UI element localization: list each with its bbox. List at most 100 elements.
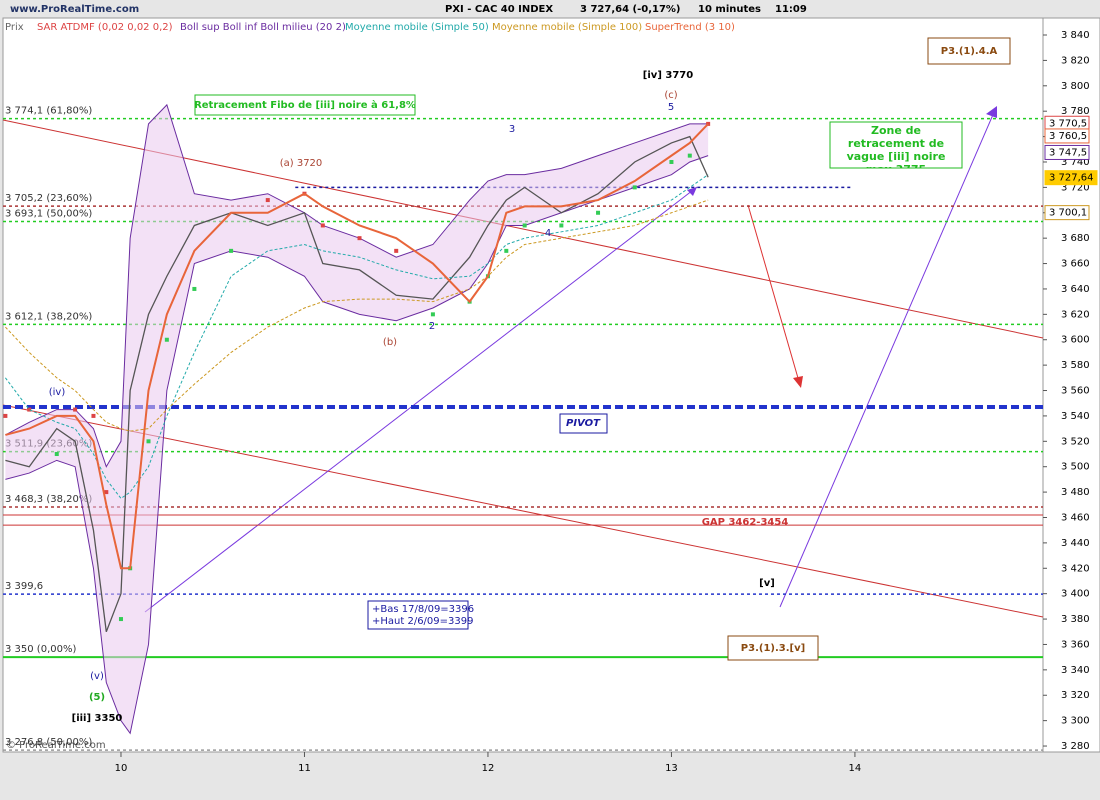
interval: 10 minutes [698,4,761,15]
trend-line [144,186,698,613]
y-tick-label: 3 300 [1061,716,1090,727]
y-tick-label: 3 420 [1061,563,1090,574]
price-tag-label: 3 770,5 [1049,118,1087,129]
site: www.ProRealTime.com [10,4,139,15]
sar-dot [73,407,78,412]
annotation-box [194,94,416,116]
sar-dot [229,248,234,253]
annotation: (5) [89,692,105,703]
sar-dot [118,617,123,622]
trend-line [2,404,1044,618]
sar-dot [669,159,674,164]
level-label: 3 612,1 (38,20%) [5,311,92,322]
annotation-wrap: Zone de retracement de vague [iii] noire… [846,124,946,168]
y-tick-label: 3 460 [1061,512,1090,523]
annotation: P3.(1).3.[v] [741,643,805,654]
sar-dot [632,185,637,190]
bollinger-upper [5,103,709,468]
moving-average [5,199,709,432]
sar-dot [320,223,325,228]
arrow-head [793,376,803,388]
sar-dot [164,337,169,342]
price-tag-label: 3 747,5 [1049,147,1087,158]
price-tag-label: 3 727,64 [1049,173,1094,184]
y-tick-label: 3 620 [1061,309,1090,320]
sar-dot [357,236,362,241]
arrow-head [687,187,697,196]
bollinger-lower [5,155,709,735]
x-tick-label: 10 [115,763,128,774]
annotation: P3.(1).4.A [941,46,998,57]
price-tag [1044,170,1098,186]
annotation: PIVOT [566,418,601,429]
level-label: 3 468,3 (38,20%) [5,494,92,505]
legend-entry: Moyenne mobile (Simple 50) [345,22,489,33]
annotation: Zone de retracement de vague [iii] noire… [846,124,946,168]
x-tick-label: 12 [482,763,495,774]
sar-dot [504,248,509,253]
sar-dot [522,223,527,228]
y-tick-label: 3 600 [1061,335,1090,346]
y-tick-label: 3 660 [1061,259,1090,270]
y-tick-label: 3 840 [1061,30,1090,41]
annotation: [v] [759,578,775,589]
y-tick-label: 3 500 [1061,462,1090,473]
annotation: 5 [668,102,674,113]
price-tag [1044,205,1090,221]
legend-entry: Prix [5,22,24,33]
legend-entry: Boll sup Boll inf Boll milieu (20 2) [180,22,346,33]
level-label: 3 276,8 (50,00%) [5,737,92,748]
sar-dot [596,210,601,215]
level-label: 3 693,1 (50,00%) [5,209,92,220]
annotation: 2 [429,321,435,332]
x-tick-label: 11 [298,763,311,774]
annotation: (iv) [49,387,66,398]
annotation: (c) [664,90,677,101]
sar-dot [394,248,399,253]
level-label: 3 350 (0,00%) [5,644,76,655]
level-label: 3 399,6 [5,581,43,592]
sar-dot [91,413,96,418]
price-tag-label: 3 700,1 [1049,208,1087,219]
annotation: +Haut 2/6/09=3399 [372,616,473,627]
price-tag-label: 3 760,5 [1049,131,1087,142]
y-tick-label: 3 340 [1061,665,1090,676]
annotation-box [829,121,963,169]
y-tick-label: 3 540 [1061,411,1090,422]
y-tick-label: 3 740 [1061,157,1090,168]
sar-dot [265,198,270,203]
price-tag [1044,128,1090,144]
sar-dot [687,153,692,158]
annotation: (v) [90,671,104,682]
y-tick-label: 3 440 [1061,538,1090,549]
y-tick-label: 3 720 [1061,182,1090,193]
y-tick-label: 3 360 [1061,639,1090,650]
sar-dot [3,413,8,418]
arrow-head [986,106,997,118]
annotation: 4 [545,228,551,239]
legend-entry: SAR ATDMF (0,02 0,02 0,2) [37,22,173,33]
copyright: © ProRealTime.com [6,740,106,751]
y-tick-label: 3 520 [1061,436,1090,447]
legend-entry: Moyenne mobile (Simple 100) [492,22,642,33]
price: 3 727,64 (-0,17%) [580,4,681,15]
arrow [779,109,996,608]
annotation-box [559,413,608,434]
annotation: 3 [509,124,515,135]
annotation-box [367,600,469,630]
legend-entry: SuperTrend (3 10) [645,22,735,33]
sar-dot [146,439,151,444]
sar-dot [559,223,564,228]
annotation: (a) 3720 [280,158,323,169]
annotation: +Bas 17/8/09=3396 [372,604,474,615]
y-tick-label: 3 800 [1061,81,1090,92]
y-tick-label: 3 820 [1061,55,1090,66]
y-tick-label: 3 480 [1061,487,1090,498]
annotation-box [727,635,819,661]
y-tick-label: 3 320 [1061,690,1090,701]
y-tick-label: 3 380 [1061,614,1090,625]
y-tick-label: 3 780 [1061,106,1090,117]
arrow [747,204,801,386]
y-tick-label: 3 640 [1061,284,1090,295]
